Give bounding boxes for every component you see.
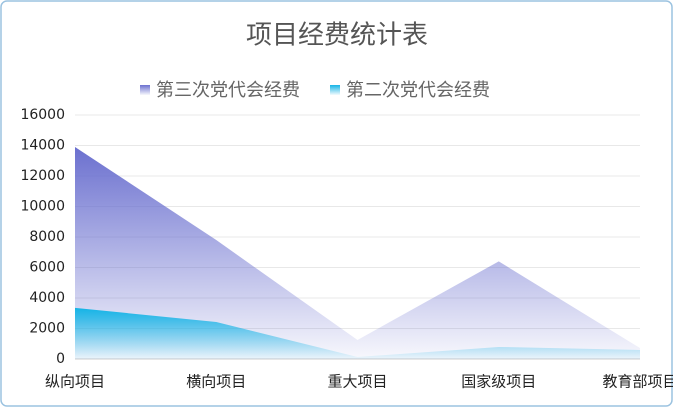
x-tick-label: 教育部项目 — [602, 373, 673, 391]
area — [75, 147, 640, 359]
y-tick-label: 8000 — [29, 229, 65, 245]
y-tick-label: 14000 — [20, 138, 65, 154]
x-tick-label: 纵向项目 — [45, 373, 105, 391]
y-tick-label: 12000 — [20, 168, 65, 184]
x-tick-label: 国家级项目 — [461, 373, 536, 391]
legend-label: 第三次党代会经费 — [156, 80, 300, 101]
y-tick-label: 10000 — [20, 199, 65, 215]
y-tick-label: 16000 — [20, 107, 65, 123]
chart-title: 项目经费统计表 — [246, 21, 428, 51]
legend-swatch — [330, 85, 340, 95]
y-tick-label: 0 — [56, 351, 65, 367]
legend-swatch — [140, 85, 150, 95]
y-tick-label: 2000 — [29, 321, 65, 337]
x-tick-label: 横向项目 — [186, 373, 246, 391]
area — [75, 307, 640, 359]
y-tick-label: 6000 — [29, 260, 65, 276]
x-tick-label: 重大项目 — [327, 373, 387, 391]
y-tick-label: 4000 — [29, 290, 65, 306]
legend-label: 第二次党代会经费 — [346, 80, 490, 101]
